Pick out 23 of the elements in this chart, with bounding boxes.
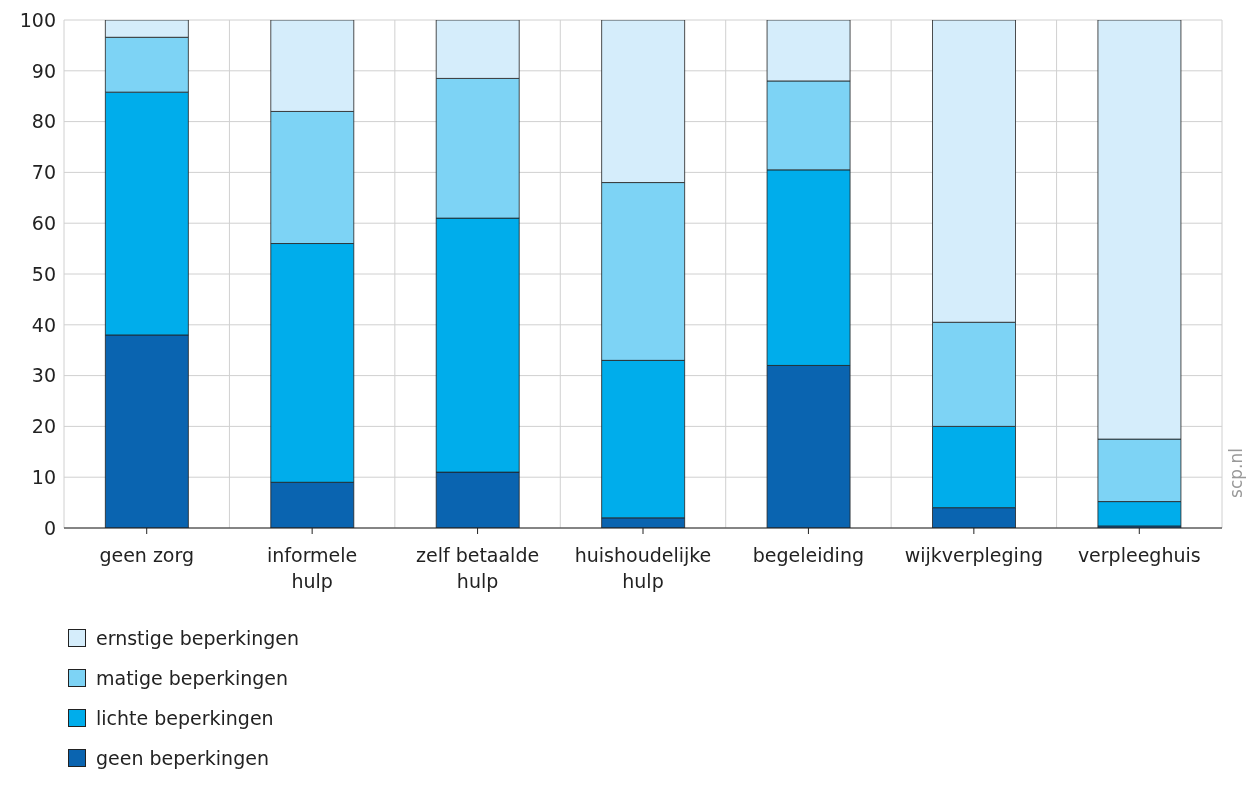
y-tick-label: 50 — [31, 262, 56, 285]
x-tick-label: geen zorg — [99, 544, 195, 566]
legend-label: matige beperkingen — [95, 666, 290, 691]
y-tick-label: 70 — [31, 161, 56, 184]
y-tick-label: 80 — [31, 110, 56, 133]
x-tick-label: zelf betaalde hulp — [415, 544, 540, 592]
y-tick-label: 0 — [43, 516, 56, 539]
y-tick-label: 60 — [31, 211, 56, 234]
x-tick-label: informele hulp — [267, 544, 358, 592]
y-tick-label: 40 — [31, 313, 56, 336]
legend-label: lichte beperkingen — [95, 706, 275, 731]
legend-label: geen beperkingen — [95, 746, 270, 771]
x-tick-label: verpleeghuis — [1077, 544, 1201, 566]
legend-label: ernstige beperkingen — [95, 626, 301, 651]
x-tick-label: begeleiding — [752, 544, 865, 566]
y-tick-label: 20 — [31, 415, 56, 438]
y-tick-label: 100 — [19, 8, 56, 31]
y-tick-label: 90 — [31, 59, 56, 82]
y-tick-label: 10 — [31, 465, 56, 488]
y-tick-label: 30 — [31, 364, 56, 387]
text: scp.nl — [1226, 448, 1246, 498]
x-tick-label: huishoudelijke hulp — [574, 544, 712, 592]
x-tick-label: wijkverpleging — [904, 544, 1044, 566]
